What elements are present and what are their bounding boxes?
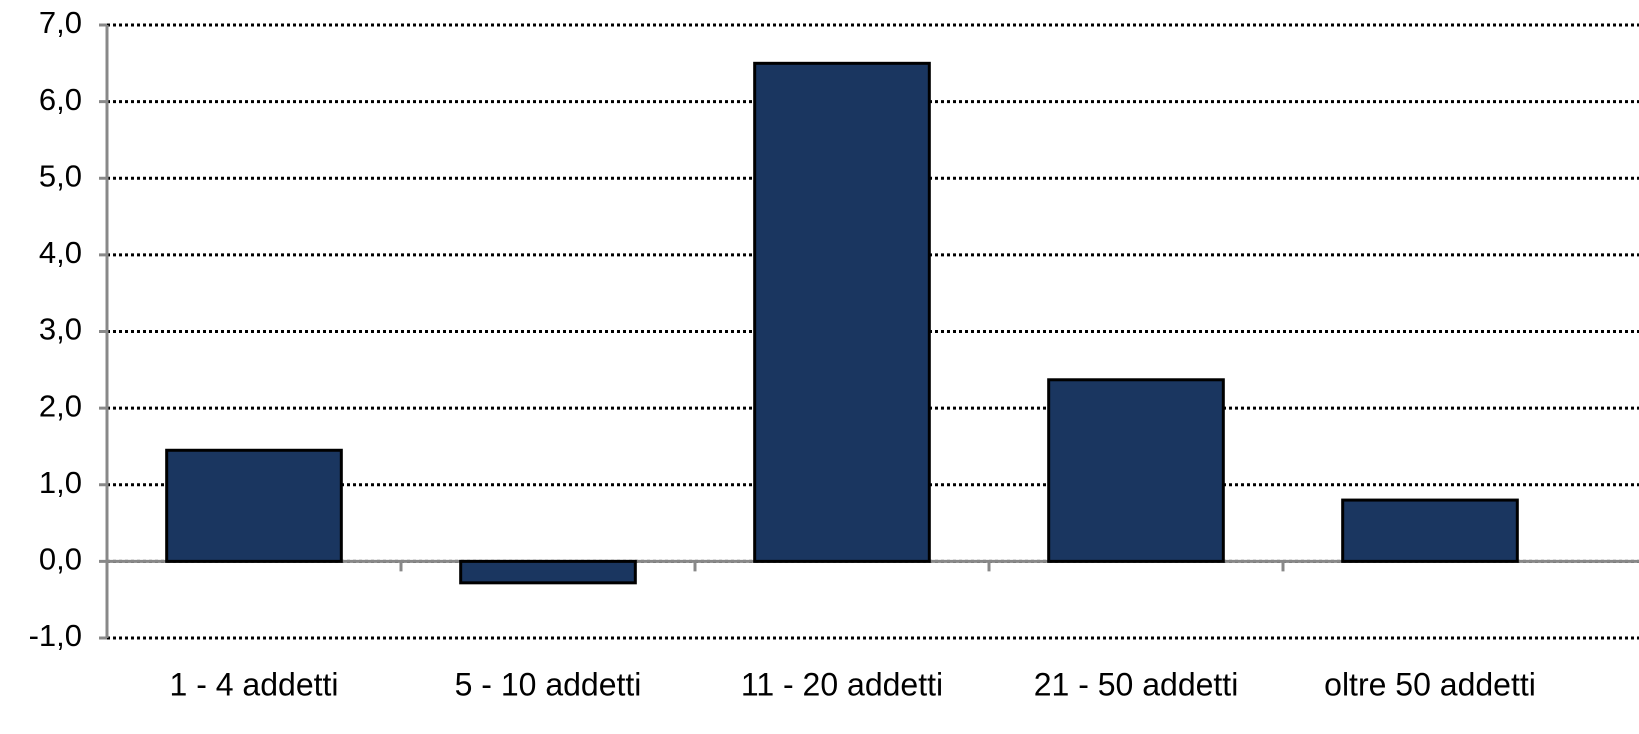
bar [1341,498,1519,563]
y-tick-label: -1,0 [29,618,82,653]
x-tick-label: 1 - 4 addetti [170,666,339,702]
y-tick-label: 0,0 [39,542,82,577]
x-tick-label: 5 - 10 addetti [455,666,642,702]
y-tick-label: 4,0 [39,235,82,270]
y-tick-label: 2,0 [39,388,82,423]
x-tick-label: 11 - 20 addetti [741,666,943,702]
bar [753,61,931,563]
y-tick-label: 7,0 [39,5,82,40]
y-tick-label: 1,0 [39,465,82,500]
y-tick-label: 3,0 [39,312,82,347]
y-tick-label: 6,0 [39,82,82,117]
y-tick-label: 5,0 [39,158,82,193]
x-tick-label: oltre 50 addetti [1324,666,1536,702]
bar [1047,378,1225,563]
x-tick-label: 21 - 50 addetti [1034,666,1239,702]
bar [459,559,637,585]
bar [165,448,343,563]
